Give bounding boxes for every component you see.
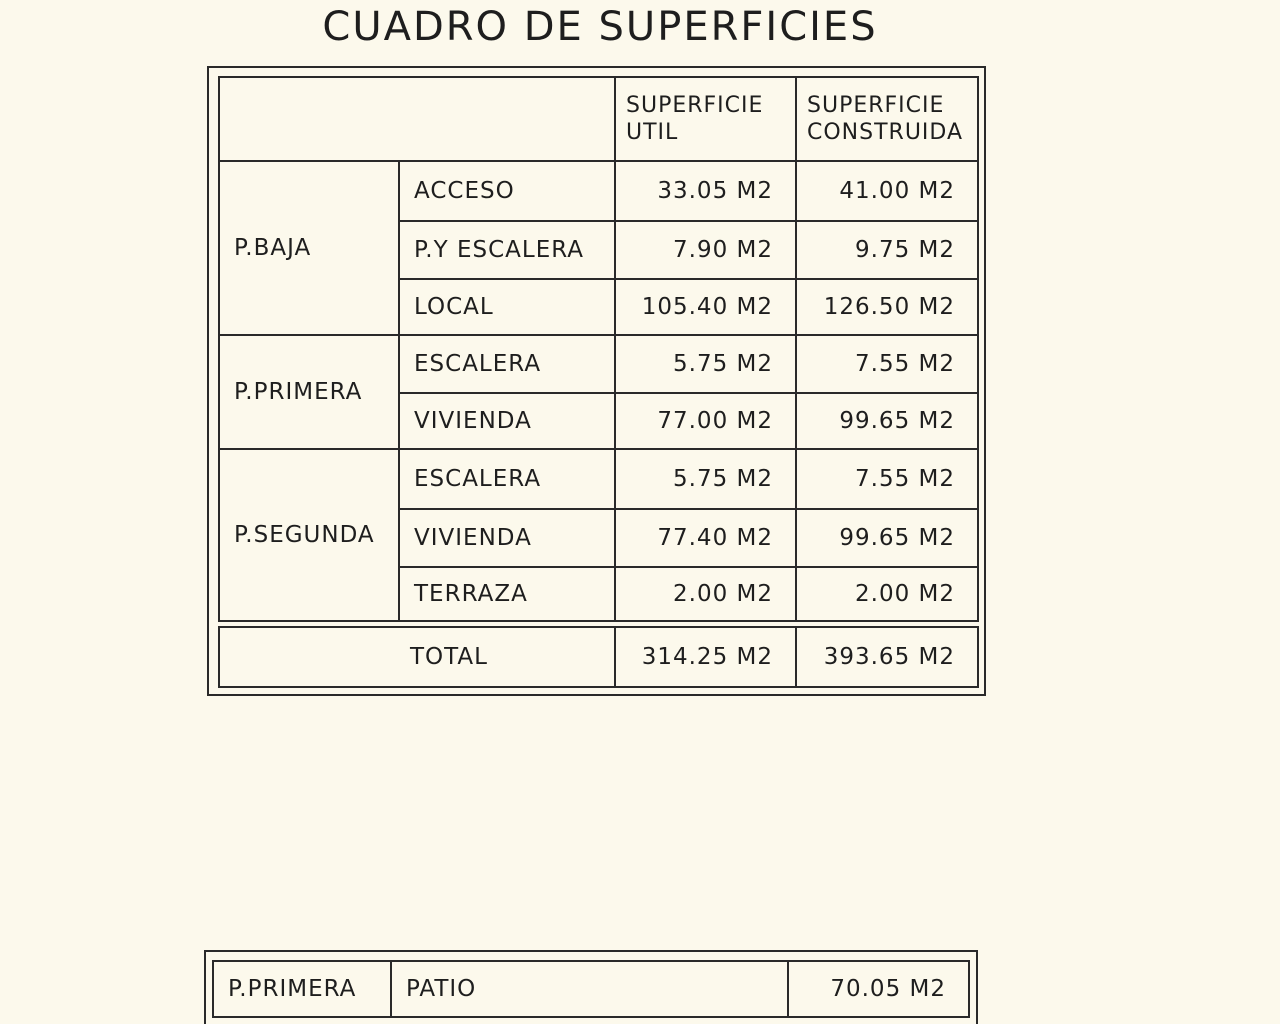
room-label: ESCALERA — [398, 334, 616, 394]
outer-frame — [207, 66, 986, 696]
header-construida: SUPERFICIE CONSTRUIDA — [795, 76, 979, 162]
room-label: VIVIENDA — [398, 508, 616, 568]
area-construida: 41.00 M2 — [795, 160, 979, 222]
header-line: UTIL — [626, 120, 679, 145]
area-construida: 7.55 M2 — [795, 448, 979, 510]
total-construida: 393.65 M2 — [795, 626, 979, 688]
total-label: TOTAL — [218, 626, 616, 688]
header-blank — [218, 76, 616, 162]
room-label: VIVIENDA — [398, 392, 616, 450]
room-label: TERRAZA — [398, 566, 616, 622]
floor-label: P.SEGUNDA — [218, 448, 400, 622]
area-construida: 99.65 M2 — [795, 508, 979, 568]
area-construida: 99.65 M2 — [795, 392, 979, 450]
patio-label: PATIO — [390, 960, 789, 1018]
floor-label: P.BAJA — [218, 160, 400, 336]
patio-floor: P.PRIMERA — [212, 960, 392, 1018]
area-construida: 7.55 M2 — [795, 334, 979, 394]
area-util: 5.75 M2 — [614, 334, 797, 394]
header-line: SUPERFICIE — [807, 93, 945, 118]
floor-label: P.PRIMERA — [218, 334, 400, 450]
header-line: CONSTRUIDA — [807, 120, 964, 145]
patio-frame — [204, 950, 978, 1024]
header-line: SUPERFICIE — [626, 93, 764, 118]
total-util: 314.25 M2 — [614, 626, 797, 688]
area-util: 77.00 M2 — [614, 392, 797, 450]
room-label: ESCALERA — [398, 448, 616, 510]
area-util: 105.40 M2 — [614, 278, 797, 336]
area-util: 77.40 M2 — [614, 508, 797, 568]
header-util: SUPERFICIE UTIL — [614, 76, 797, 162]
area-util: 33.05 M2 — [614, 160, 797, 222]
room-label: P.Y ESCALERA — [398, 220, 616, 280]
area-util: 7.90 M2 — [614, 220, 797, 280]
area-util: 2.00 M2 — [614, 566, 797, 622]
area-construida: 2.00 M2 — [795, 566, 979, 622]
area-construida: 126.50 M2 — [795, 278, 979, 336]
room-label: LOCAL — [398, 278, 616, 336]
area-util: 5.75 M2 — [614, 448, 797, 510]
room-label: ACCESO — [398, 160, 616, 222]
area-construida: 9.75 M2 — [795, 220, 979, 280]
patio-value: 70.05 M2 — [787, 960, 970, 1018]
title: CUADRO DE SUPERFICIES — [322, 4, 878, 50]
